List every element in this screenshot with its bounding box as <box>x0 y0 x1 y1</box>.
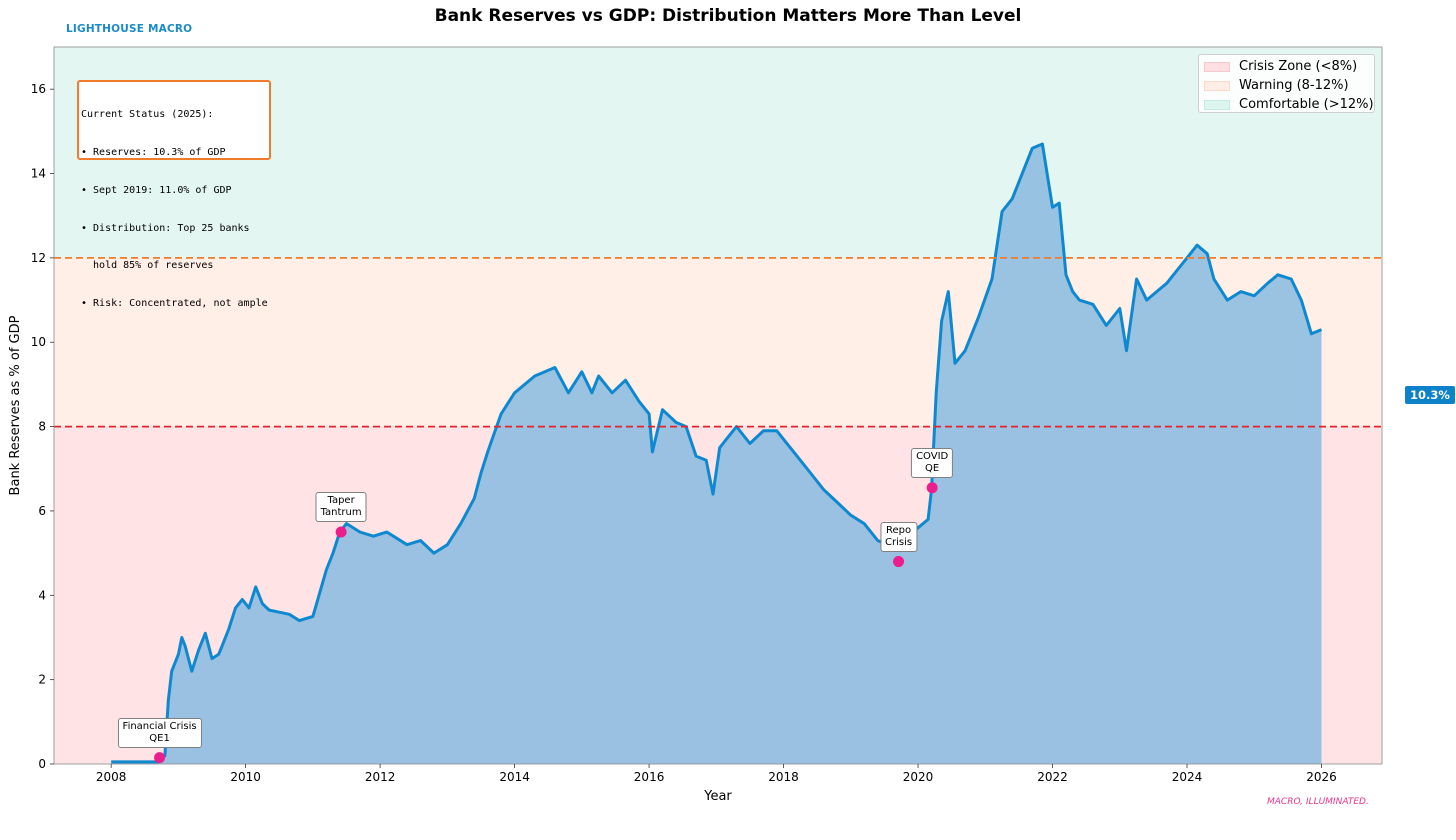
chart-legend: Crisis Zone (<8%) Warning (8-12%) Comfor… <box>1198 54 1375 113</box>
x-tick-label: 2020 <box>903 770 934 784</box>
status-line: • Sept 2019: 11.0% of GDP <box>81 184 232 196</box>
threshold-lines <box>54 256 1382 428</box>
x-tick-label: 2014 <box>499 770 530 784</box>
event-annotation-line: Repo <box>885 524 912 536</box>
event-annotation: COVID QE <box>911 447 954 478</box>
plot-frame <box>53 46 1383 765</box>
event-annotation-line: QE <box>925 462 940 474</box>
event-annotation-line: Taper <box>327 495 355 507</box>
status-line: • Distribution: Top 25 banks <box>81 222 250 234</box>
y-tick-label: 12 <box>31 251 46 265</box>
axes: 2008 2010 2012 2014 2016 2018 2020 2022 2024 2026… <box>8 82 1337 804</box>
current-status-box: Current Status (2025): • Reserves: 10.3%… <box>77 80 271 309</box>
y-axis-label: Bank Reserves as % of GDP <box>8 315 23 495</box>
x-axis-label: Year <box>703 789 732 804</box>
y-tick-label: 8 <box>38 420 46 434</box>
status-line: hold 85% of reserves <box>81 260 214 272</box>
event-marker <box>926 482 938 494</box>
x-tick-label: 2022 <box>1037 770 1068 784</box>
tagline: MACRO, ILLUMINATED. <box>1267 797 1369 807</box>
event-annotation-line: Crisis <box>884 536 913 548</box>
x-tick-label: 2012 <box>365 770 396 784</box>
event-annotation: Financial Crisis QE1 <box>117 717 202 748</box>
event-annotation-line: COVID <box>916 450 949 462</box>
legend-swatch-crisis <box>1204 61 1230 72</box>
y-tick-label: 0 <box>38 757 46 771</box>
event-annotation-line: Tantrum <box>320 507 362 519</box>
status-line: • Reserves: 10.3% of GDP <box>81 146 226 158</box>
event-annotation: Repo Crisis <box>879 521 918 552</box>
y-tick-label: 14 <box>31 167 46 181</box>
legend-label: Crisis Zone (<8%) <box>1239 59 1358 74</box>
y-tick-label: 16 <box>31 82 46 96</box>
legend-swatch-comfortable <box>1204 99 1230 110</box>
status-line: Current Status (2025): <box>81 109 214 121</box>
legend-swatch-warning <box>1204 80 1230 91</box>
zone-comfortable <box>54 47 1382 258</box>
x-tick-label: 2008 <box>96 770 127 784</box>
brand-label: LIGHTHOUSE MACRO <box>66 23 193 35</box>
reserves-line <box>111 142 1323 764</box>
y-tick-label: 2 <box>38 673 46 687</box>
legend-label: Warning (8-12%) <box>1239 78 1349 93</box>
event-annotation-line: Financial Crisis <box>122 720 197 732</box>
event-annotation-line: QE1 <box>149 732 170 744</box>
event-marker <box>154 752 166 764</box>
reserves-area <box>111 144 1322 764</box>
chart-title: Bank Reserves vs GDP: Distribution Matte… <box>434 6 1022 26</box>
status-line: • Risk: Concentrated, not ample <box>81 298 268 310</box>
y-tick-label: 10 <box>31 335 46 349</box>
x-tick-label: 2010 <box>230 770 261 784</box>
legend-item-warning: Warning (8-12%) <box>1204 76 1374 95</box>
data-area-layer <box>111 142 1323 764</box>
event-marker <box>335 526 347 538</box>
current-value-badge: 10.3% <box>1405 386 1455 404</box>
event-markers <box>154 482 938 764</box>
legend-item-crisis: Crisis Zone (<8%) <box>1204 57 1374 76</box>
y-tick-label: 4 <box>38 588 46 602</box>
event-annotation: Taper Tantrum <box>315 492 367 523</box>
x-tick-label: 2016 <box>634 770 665 784</box>
x-tick-label: 2024 <box>1172 770 1203 784</box>
x-tick-label: 2026 <box>1306 770 1337 784</box>
y-tick-label: 6 <box>38 504 46 518</box>
legend-label: Comfortable (>12%) <box>1239 97 1374 112</box>
event-marker <box>893 556 905 568</box>
legend-item-comfortable: Comfortable (>12%) <box>1204 95 1374 114</box>
x-tick-label: 2018 <box>768 770 799 784</box>
